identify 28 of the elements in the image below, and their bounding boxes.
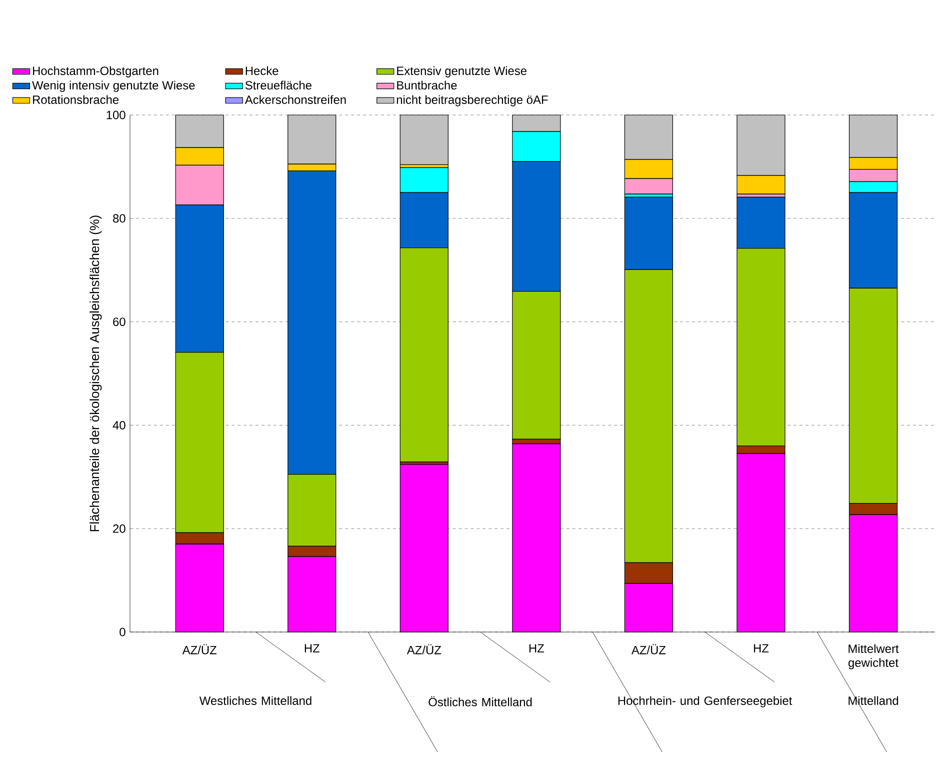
legend-label: Extensiv genutzte Wiese — [397, 66, 526, 78]
y-tick-label: 100 — [106, 110, 126, 120]
legend-label: Rotationsbrache — [33, 95, 119, 104]
y-tick-label: 60 — [113, 318, 126, 326]
x-tick-label: HZ — [754, 644, 769, 652]
x-tick-label: HZ — [304, 644, 320, 652]
x-tick-label: AZ/ÜZ — [631, 644, 666, 654]
y-axis-title: Flächenanteile der ökologischen Ausgleichsflächen (%) — [90, 216, 102, 532]
legend-label: Wenig intensiv genutzte Wiese — [32, 80, 195, 92]
x-tick-label: AZ/ÜZ — [182, 644, 216, 654]
bar — [400, 114, 448, 165]
y-tick-label: 0 — [120, 628, 126, 636]
legend-label: Streuefläche — [245, 80, 312, 90]
x-tick-label: HZ — [529, 644, 544, 652]
text: Westliches Mittelland — [199, 696, 312, 705]
text: Mittelland — [848, 696, 898, 705]
legend-label: Ackerschonstreifen — [244, 95, 346, 104]
text: Östliches Mittelland — [428, 696, 532, 706]
text: Hochrhein- und Genferseegebiet — [618, 696, 792, 708]
legend-label: Buntbrache — [397, 80, 457, 90]
x-tick-label: AZ/ÜZ — [406, 644, 442, 654]
y-tick-label: 80 — [113, 214, 126, 223]
legend-label: Hochstamm-Obstgarten — [33, 66, 158, 78]
legend-label: Hecke — [246, 66, 278, 76]
x-tick-label: Mittelwert gewichtet — [848, 644, 899, 670]
y-tick-label: 40 — [112, 420, 126, 430]
y-tick-label: 20 — [113, 524, 126, 533]
legend-label: nicht beitragsberechtige öAF — [396, 95, 548, 106]
